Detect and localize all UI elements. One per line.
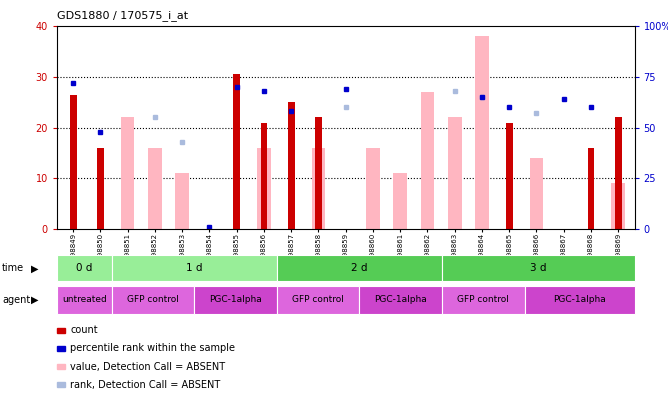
Bar xyxy=(121,117,134,229)
Bar xyxy=(448,117,462,229)
Bar xyxy=(366,148,380,229)
Bar xyxy=(112,286,194,314)
Bar xyxy=(506,122,512,229)
Bar xyxy=(615,117,622,229)
Bar xyxy=(442,255,635,281)
Text: ▶: ▶ xyxy=(31,295,39,305)
Text: GFP control: GFP control xyxy=(127,295,179,304)
Text: PGC-1alpha: PGC-1alpha xyxy=(374,295,427,304)
Text: time: time xyxy=(2,263,24,273)
Bar xyxy=(475,36,489,229)
Bar xyxy=(57,255,112,281)
Bar xyxy=(359,286,442,314)
Text: GDS1880 / 170575_i_at: GDS1880 / 170575_i_at xyxy=(57,10,188,21)
Bar xyxy=(611,183,625,229)
Text: rank, Detection Call = ABSENT: rank, Detection Call = ABSENT xyxy=(70,380,220,390)
Bar xyxy=(194,286,277,314)
Bar xyxy=(530,158,543,229)
Text: GFP control: GFP control xyxy=(458,295,509,304)
Bar xyxy=(175,173,189,229)
Text: 2 d: 2 d xyxy=(351,263,367,273)
Text: untreated: untreated xyxy=(62,295,107,304)
Bar xyxy=(261,122,267,229)
Bar xyxy=(421,92,434,229)
Text: 1 d: 1 d xyxy=(186,263,202,273)
Bar xyxy=(148,148,162,229)
Bar xyxy=(524,286,635,314)
Text: count: count xyxy=(70,325,98,335)
Text: value, Detection Call = ABSENT: value, Detection Call = ABSENT xyxy=(70,362,225,371)
Text: 3 d: 3 d xyxy=(530,263,546,273)
Text: PGC-1alpha: PGC-1alpha xyxy=(209,295,262,304)
Bar xyxy=(311,148,325,229)
Bar xyxy=(112,255,277,281)
Text: ▶: ▶ xyxy=(31,263,39,273)
Text: PGC-1alpha: PGC-1alpha xyxy=(553,295,606,304)
Bar xyxy=(277,286,359,314)
Bar xyxy=(288,102,295,229)
Text: percentile rank within the sample: percentile rank within the sample xyxy=(70,343,235,353)
Bar xyxy=(233,75,240,229)
Bar xyxy=(257,148,271,229)
Text: agent: agent xyxy=(2,295,30,305)
Text: 0 d: 0 d xyxy=(76,263,92,273)
Bar xyxy=(69,95,77,229)
Bar xyxy=(588,148,595,229)
Bar xyxy=(442,286,524,314)
Bar xyxy=(277,255,442,281)
Text: GFP control: GFP control xyxy=(292,295,344,304)
Bar xyxy=(393,173,407,229)
Bar xyxy=(57,286,112,314)
Bar xyxy=(315,117,322,229)
Bar xyxy=(97,148,104,229)
